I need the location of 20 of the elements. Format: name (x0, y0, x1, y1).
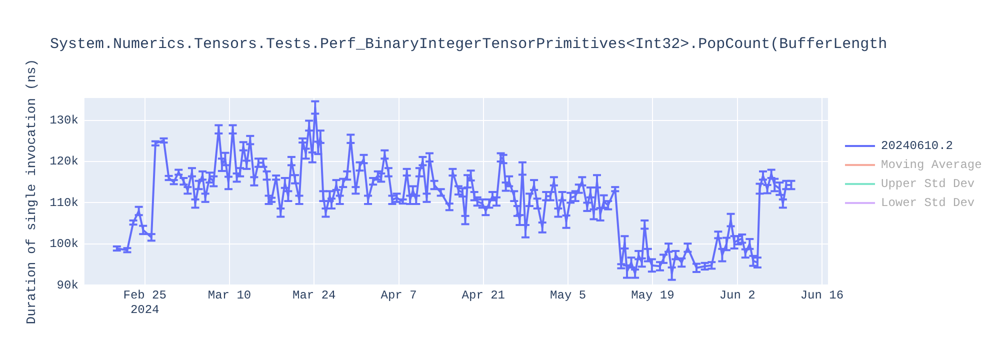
y-tick-label: 130k (50, 113, 78, 128)
legend-label: Moving Average (881, 158, 982, 172)
y-tick-label: 100k (50, 237, 78, 252)
x-tick-label: Mar 24 (292, 288, 336, 303)
y-tick-label: 90k (56, 278, 78, 292)
y-tick-label: 110k (50, 196, 78, 210)
y-tick-label: 120k (50, 154, 78, 169)
legend-label: Lower Std Dev (881, 196, 975, 210)
y-axis-title: Duration of single invocation (ns) (24, 58, 40, 324)
x-tick-label: Feb 25 2024 (123, 288, 166, 317)
chart-title: System.Numerics.Tensors.Tests.Perf_BinaryIntegerTensorPrimitives<Int32>.PopCount(BufferLength (50, 36, 888, 53)
x-tick-label: Apr 7 (380, 288, 417, 303)
x-tick-label: May 5 (550, 288, 586, 303)
x-tick-label: Jun 16 (800, 288, 844, 303)
x-tick-label: Jun 2 (719, 288, 756, 303)
x-tick-label: Apr 21 (462, 288, 506, 303)
legend-label: Upper Std Dev (881, 176, 975, 190)
legend-label: 20240610.2 (881, 138, 954, 152)
x-tick-label: Mar 10 (208, 288, 252, 303)
x-tick-label: May 19 (631, 288, 674, 303)
